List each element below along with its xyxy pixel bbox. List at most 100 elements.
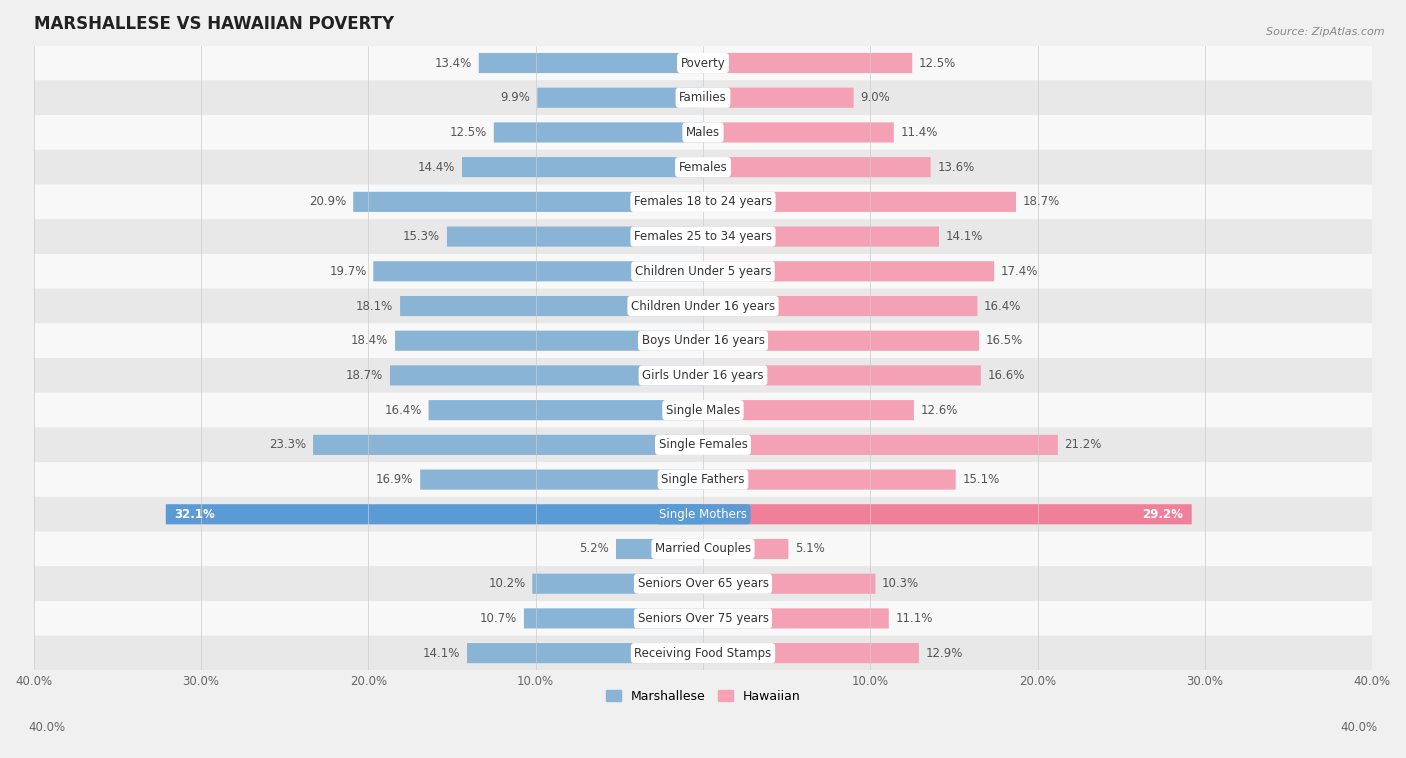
FancyBboxPatch shape — [34, 45, 1372, 80]
Text: 16.9%: 16.9% — [375, 473, 413, 486]
FancyBboxPatch shape — [34, 566, 1372, 601]
Text: Single Mothers: Single Mothers — [659, 508, 747, 521]
Text: 32.1%: 32.1% — [174, 508, 215, 521]
Text: Seniors Over 75 years: Seniors Over 75 years — [637, 612, 769, 625]
Text: 14.1%: 14.1% — [423, 647, 460, 659]
Text: 10.7%: 10.7% — [479, 612, 517, 625]
Text: 11.1%: 11.1% — [896, 612, 932, 625]
Text: Source: ZipAtlas.com: Source: ZipAtlas.com — [1267, 27, 1385, 36]
FancyBboxPatch shape — [703, 227, 939, 246]
FancyBboxPatch shape — [34, 219, 1372, 254]
FancyBboxPatch shape — [533, 574, 703, 594]
Text: 17.4%: 17.4% — [1001, 265, 1038, 277]
FancyBboxPatch shape — [34, 636, 1372, 671]
FancyBboxPatch shape — [34, 428, 1372, 462]
FancyBboxPatch shape — [703, 296, 977, 316]
FancyBboxPatch shape — [314, 435, 703, 455]
FancyBboxPatch shape — [703, 574, 876, 594]
Text: 16.5%: 16.5% — [986, 334, 1024, 347]
FancyBboxPatch shape — [703, 400, 914, 420]
FancyBboxPatch shape — [703, 609, 889, 628]
Text: 19.7%: 19.7% — [329, 265, 367, 277]
Text: 10.2%: 10.2% — [488, 577, 526, 590]
Text: Boys Under 16 years: Boys Under 16 years — [641, 334, 765, 347]
Text: Seniors Over 65 years: Seniors Over 65 years — [637, 577, 769, 590]
FancyBboxPatch shape — [703, 262, 994, 281]
FancyBboxPatch shape — [703, 192, 1017, 212]
FancyBboxPatch shape — [703, 53, 912, 73]
FancyBboxPatch shape — [34, 184, 1372, 219]
Text: Girls Under 16 years: Girls Under 16 years — [643, 369, 763, 382]
FancyBboxPatch shape — [616, 539, 703, 559]
Text: 23.3%: 23.3% — [269, 438, 307, 451]
Text: 20.9%: 20.9% — [309, 196, 346, 208]
Text: Females 18 to 24 years: Females 18 to 24 years — [634, 196, 772, 208]
FancyBboxPatch shape — [703, 643, 920, 663]
Text: 15.1%: 15.1% — [963, 473, 1000, 486]
FancyBboxPatch shape — [429, 400, 703, 420]
Text: Receiving Food Stamps: Receiving Food Stamps — [634, 647, 772, 659]
Text: 16.4%: 16.4% — [984, 299, 1022, 312]
Text: 18.7%: 18.7% — [346, 369, 384, 382]
FancyBboxPatch shape — [34, 531, 1372, 566]
FancyBboxPatch shape — [34, 497, 1372, 531]
FancyBboxPatch shape — [34, 254, 1372, 289]
Text: 5.2%: 5.2% — [579, 543, 609, 556]
Text: Poverty: Poverty — [681, 57, 725, 70]
Text: 18.7%: 18.7% — [1022, 196, 1060, 208]
Legend: Marshallese, Hawaiian: Marshallese, Hawaiian — [600, 685, 806, 708]
FancyBboxPatch shape — [34, 358, 1372, 393]
Text: Single Fathers: Single Fathers — [661, 473, 745, 486]
FancyBboxPatch shape — [395, 330, 703, 351]
FancyBboxPatch shape — [166, 504, 703, 525]
Text: Children Under 16 years: Children Under 16 years — [631, 299, 775, 312]
FancyBboxPatch shape — [34, 601, 1372, 636]
Text: Females: Females — [679, 161, 727, 174]
FancyBboxPatch shape — [34, 115, 1372, 150]
FancyBboxPatch shape — [537, 88, 703, 108]
Text: 12.5%: 12.5% — [920, 57, 956, 70]
FancyBboxPatch shape — [353, 192, 703, 212]
FancyBboxPatch shape — [703, 435, 1057, 455]
Text: 15.3%: 15.3% — [404, 230, 440, 243]
Text: 18.1%: 18.1% — [356, 299, 394, 312]
FancyBboxPatch shape — [389, 365, 703, 386]
FancyBboxPatch shape — [703, 469, 956, 490]
FancyBboxPatch shape — [34, 462, 1372, 497]
Text: Females 25 to 34 years: Females 25 to 34 years — [634, 230, 772, 243]
Text: 12.5%: 12.5% — [450, 126, 486, 139]
FancyBboxPatch shape — [703, 157, 931, 177]
Text: 11.4%: 11.4% — [900, 126, 938, 139]
Text: MARSHALLESE VS HAWAIIAN POVERTY: MARSHALLESE VS HAWAIIAN POVERTY — [34, 15, 394, 33]
Text: Children Under 5 years: Children Under 5 years — [634, 265, 772, 277]
Text: 16.4%: 16.4% — [384, 404, 422, 417]
Text: 9.9%: 9.9% — [501, 91, 530, 105]
FancyBboxPatch shape — [34, 80, 1372, 115]
FancyBboxPatch shape — [703, 539, 789, 559]
FancyBboxPatch shape — [703, 88, 853, 108]
Text: Males: Males — [686, 126, 720, 139]
Text: 40.0%: 40.0% — [1341, 721, 1378, 735]
FancyBboxPatch shape — [703, 365, 981, 386]
Text: 13.6%: 13.6% — [938, 161, 974, 174]
FancyBboxPatch shape — [34, 393, 1372, 428]
Text: 12.6%: 12.6% — [921, 404, 957, 417]
Text: 10.3%: 10.3% — [882, 577, 920, 590]
Text: 14.4%: 14.4% — [418, 161, 456, 174]
Text: 21.2%: 21.2% — [1064, 438, 1102, 451]
FancyBboxPatch shape — [34, 289, 1372, 324]
FancyBboxPatch shape — [34, 150, 1372, 184]
Text: Married Couples: Married Couples — [655, 543, 751, 556]
FancyBboxPatch shape — [467, 643, 703, 663]
FancyBboxPatch shape — [703, 330, 979, 351]
Text: Families: Families — [679, 91, 727, 105]
Text: 5.1%: 5.1% — [794, 543, 825, 556]
Text: 40.0%: 40.0% — [28, 721, 65, 735]
FancyBboxPatch shape — [703, 122, 894, 143]
FancyBboxPatch shape — [524, 609, 703, 628]
Text: 13.4%: 13.4% — [434, 57, 472, 70]
FancyBboxPatch shape — [420, 469, 703, 490]
Text: 14.1%: 14.1% — [946, 230, 983, 243]
Text: 29.2%: 29.2% — [1143, 508, 1184, 521]
Text: 12.9%: 12.9% — [925, 647, 963, 659]
